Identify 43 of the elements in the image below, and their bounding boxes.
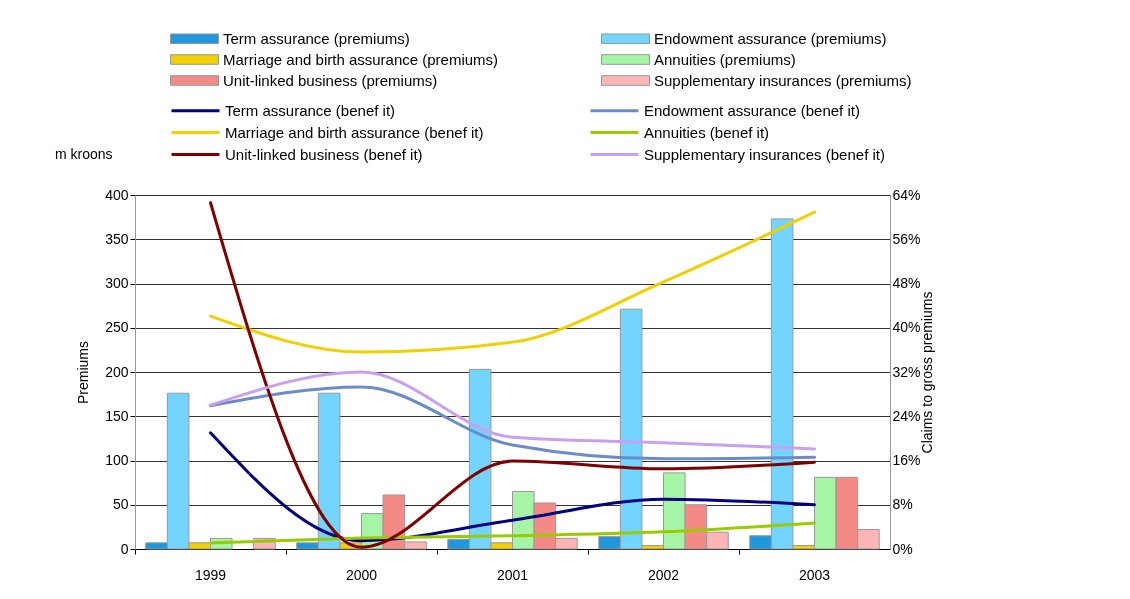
- legend-label: Unit-linked business (benef it): [225, 145, 423, 163]
- line-series: [209, 210, 816, 354]
- legend-label: Marriage and birth assurance (premiums): [223, 50, 499, 68]
- legend-label: Term assurance (benef it): [225, 101, 396, 119]
- y2-tick-label: 0%: [892, 540, 913, 557]
- legend-label: Supplementary insurances (benef it): [644, 145, 885, 163]
- text: m kroons: [55, 146, 113, 162]
- y2-tick-label: 24%: [892, 407, 921, 424]
- y-axis-title: Premiums: [75, 340, 92, 405]
- y-tick-label: 50: [112, 496, 129, 513]
- x-tick-label: 2001: [496, 566, 529, 583]
- y2-tick-label: 16%: [892, 452, 921, 468]
- x-tick-label: 2000: [345, 566, 378, 583]
- x-tick-label: 1999: [194, 566, 227, 583]
- y-tick-label: 150: [105, 407, 129, 424]
- x-tick-label: 2002: [647, 566, 680, 583]
- legend-label: Supplementary insurances (premiums): [654, 71, 912, 89]
- line-series: [209, 201, 816, 549]
- y-tick-label: 0: [120, 540, 129, 557]
- legend-label: Term assurance (premiums): [223, 29, 410, 47]
- y2-tick-label: 32%: [892, 363, 921, 380]
- y-tick-label: 250: [105, 319, 129, 336]
- y-tick-label: 200: [105, 363, 129, 380]
- legend-label: Annuities (premiums): [654, 50, 796, 68]
- line-series: [209, 385, 816, 461]
- y-tick-label: 300: [105, 275, 129, 291]
- legend-label: Endowment assurance (benef it): [644, 101, 860, 119]
- legend-label: Endowment assurance (premiums): [654, 29, 887, 47]
- y2-tick-label: 48%: [892, 275, 921, 291]
- y-tick-label: 100: [105, 452, 129, 468]
- y2-tick-label: 40%: [892, 319, 921, 336]
- line-series: [209, 431, 816, 543]
- legend-label: Unit-linked business (premiums): [223, 71, 438, 89]
- x-tick-label: 2003: [798, 566, 831, 583]
- line-series: [209, 370, 816, 451]
- y2-tick-label: 8%: [892, 496, 913, 513]
- legend-label: Annuities (benef it): [644, 123, 770, 141]
- legend-label: Marriage and birth assurance (benef it): [225, 123, 484, 141]
- y2-tick-label: 64%: [892, 186, 921, 203]
- line-series: [209, 521, 816, 545]
- y-tick-label: 350: [105, 230, 129, 247]
- y2-tick-label: 56%: [892, 230, 921, 247]
- y-tick-label: 400: [105, 186, 129, 203]
